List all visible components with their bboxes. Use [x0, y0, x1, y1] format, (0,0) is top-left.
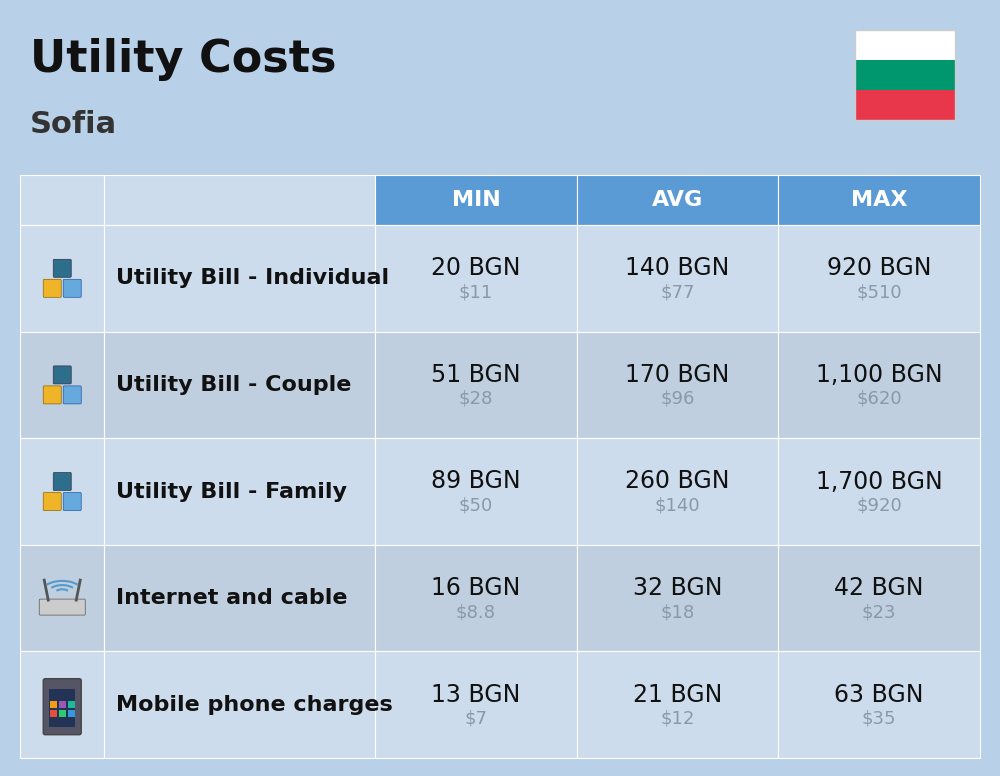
- Text: 51 BGN: 51 BGN: [431, 363, 521, 387]
- Bar: [68, 710, 75, 717]
- Bar: [375, 225, 577, 331]
- FancyBboxPatch shape: [43, 279, 61, 297]
- Bar: [577, 545, 778, 651]
- Text: 63 BGN: 63 BGN: [834, 683, 924, 707]
- Bar: [20, 651, 104, 758]
- Text: Sofia: Sofia: [30, 110, 117, 139]
- Text: 13 BGN: 13 BGN: [431, 683, 521, 707]
- Bar: [855, 30, 955, 60]
- Text: 21 BGN: 21 BGN: [633, 683, 722, 707]
- Bar: [577, 438, 778, 545]
- Bar: [778, 651, 980, 758]
- Bar: [375, 331, 577, 438]
- Text: 1,700 BGN: 1,700 BGN: [816, 469, 943, 494]
- Bar: [104, 225, 375, 331]
- Bar: [59, 710, 66, 717]
- Bar: [577, 225, 778, 331]
- Bar: [20, 331, 104, 438]
- Text: $96: $96: [660, 390, 695, 408]
- Text: 32 BGN: 32 BGN: [633, 576, 722, 600]
- Text: $50: $50: [459, 497, 493, 514]
- Bar: [375, 545, 577, 651]
- Text: $28: $28: [459, 390, 493, 408]
- FancyBboxPatch shape: [53, 473, 71, 490]
- Text: 20 BGN: 20 BGN: [431, 256, 521, 280]
- Bar: [104, 545, 375, 651]
- Bar: [104, 651, 375, 758]
- FancyBboxPatch shape: [63, 279, 81, 297]
- Bar: [50, 701, 57, 708]
- Bar: [59, 701, 66, 708]
- Bar: [855, 90, 955, 120]
- Text: $620: $620: [856, 390, 902, 408]
- Bar: [375, 438, 577, 545]
- Bar: [50, 710, 57, 717]
- Text: $35: $35: [862, 710, 896, 728]
- FancyBboxPatch shape: [43, 679, 81, 735]
- Bar: [20, 545, 104, 651]
- Text: 42 BGN: 42 BGN: [834, 576, 924, 600]
- Bar: [20, 438, 104, 545]
- Bar: [855, 60, 955, 90]
- FancyBboxPatch shape: [39, 599, 85, 615]
- Bar: [104, 438, 375, 545]
- Bar: [778, 545, 980, 651]
- Bar: [20, 225, 104, 331]
- Bar: [68, 701, 75, 708]
- FancyBboxPatch shape: [53, 366, 71, 384]
- Bar: [577, 651, 778, 758]
- Bar: [375, 651, 577, 758]
- Text: 260 BGN: 260 BGN: [625, 469, 730, 494]
- Bar: [49, 689, 75, 726]
- Text: Internet and cable: Internet and cable: [116, 588, 348, 608]
- FancyBboxPatch shape: [53, 259, 71, 277]
- Text: 16 BGN: 16 BGN: [431, 576, 521, 600]
- Bar: [104, 175, 375, 225]
- Text: Utility Bill - Individual: Utility Bill - Individual: [116, 268, 390, 289]
- Text: $11: $11: [459, 283, 493, 301]
- Bar: [577, 331, 778, 438]
- Bar: [20, 175, 104, 225]
- Text: MAX: MAX: [851, 190, 907, 210]
- Text: Utility Bill - Family: Utility Bill - Family: [116, 481, 347, 501]
- Text: Utility Costs: Utility Costs: [30, 38, 336, 81]
- Bar: [577, 175, 778, 225]
- Text: $8.8: $8.8: [456, 603, 496, 621]
- Text: $23: $23: [862, 603, 896, 621]
- Text: AVG: AVG: [652, 190, 703, 210]
- Bar: [375, 175, 577, 225]
- Bar: [778, 225, 980, 331]
- Text: 1,100 BGN: 1,100 BGN: [816, 363, 943, 387]
- Text: $140: $140: [655, 497, 700, 514]
- Bar: [778, 438, 980, 545]
- Bar: [104, 331, 375, 438]
- Text: $920: $920: [856, 497, 902, 514]
- Text: 140 BGN: 140 BGN: [625, 256, 730, 280]
- FancyBboxPatch shape: [43, 386, 61, 404]
- Text: $12: $12: [660, 710, 695, 728]
- Text: $18: $18: [660, 603, 695, 621]
- Text: Utility Bill - Couple: Utility Bill - Couple: [116, 375, 352, 395]
- Text: MIN: MIN: [452, 190, 500, 210]
- Text: 89 BGN: 89 BGN: [431, 469, 521, 494]
- Bar: [778, 175, 980, 225]
- Text: $7: $7: [464, 710, 487, 728]
- Text: 170 BGN: 170 BGN: [625, 363, 730, 387]
- Text: Mobile phone charges: Mobile phone charges: [116, 695, 393, 715]
- FancyBboxPatch shape: [43, 493, 61, 511]
- Text: 920 BGN: 920 BGN: [827, 256, 931, 280]
- Text: $77: $77: [660, 283, 695, 301]
- Bar: [778, 331, 980, 438]
- Text: $510: $510: [856, 283, 902, 301]
- FancyBboxPatch shape: [63, 493, 81, 511]
- Bar: [855, 30, 955, 120]
- FancyBboxPatch shape: [63, 386, 81, 404]
